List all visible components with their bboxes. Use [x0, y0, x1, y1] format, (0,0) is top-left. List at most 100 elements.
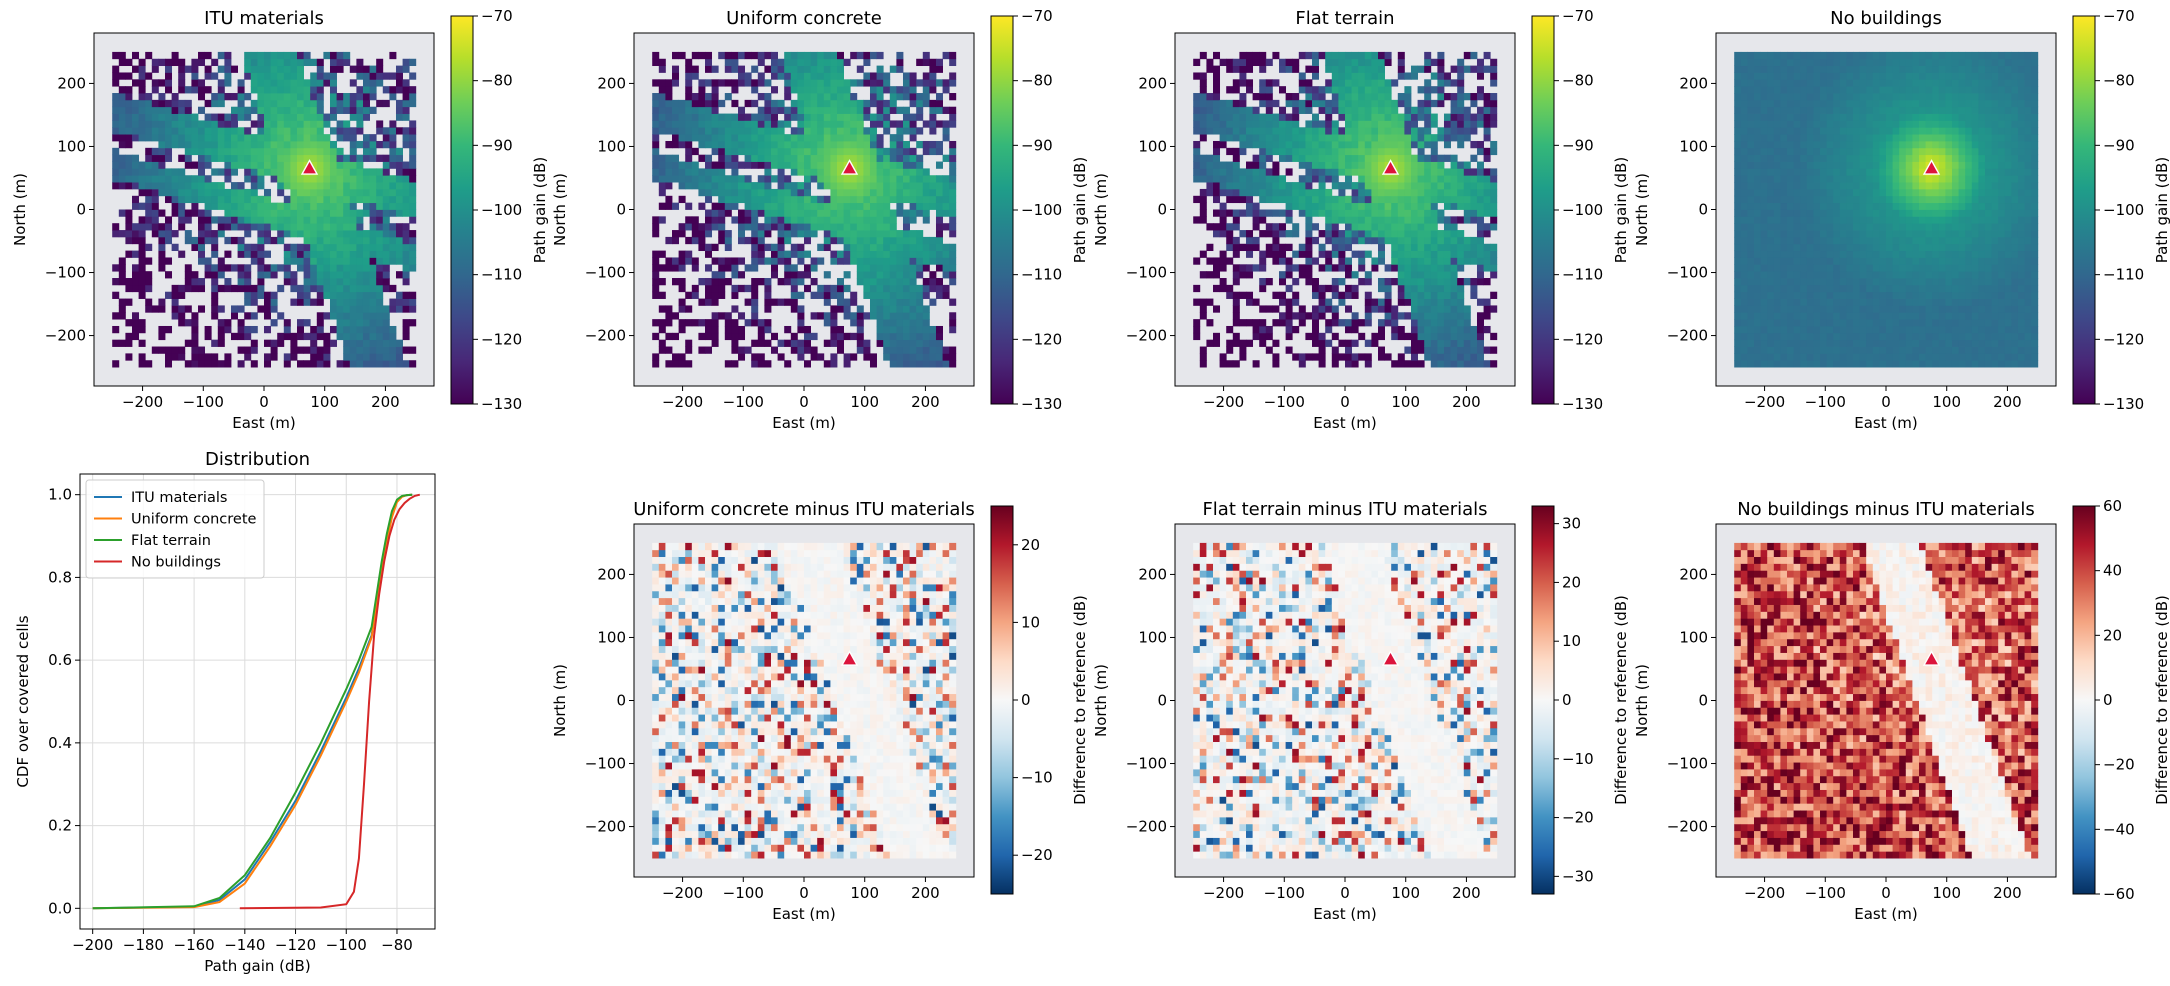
x-tick-label: −100	[1805, 884, 1846, 902]
x-axis-label: East (m)	[1313, 414, 1376, 432]
colorbar-tick-label: −110	[1021, 266, 1062, 284]
colorbar-tick-label: −80	[481, 72, 513, 90]
cdf-panel: −200−180−160−140−120−100−800.00.20.40.60…	[14, 449, 435, 975]
colorbar-tick-label: −120	[481, 330, 522, 348]
y-tick-label: −200	[1126, 327, 1167, 345]
colorbar-label: Path gain (dB)	[531, 157, 549, 263]
colorbar-tick-label: −20	[1562, 809, 1594, 827]
y-tick-label: 100	[1679, 628, 1708, 646]
y-tick-label: −200	[45, 327, 86, 345]
panel-title: No buildings	[1830, 8, 1942, 29]
x-tick-label: 200	[371, 393, 400, 411]
y-tick-label: 100	[1138, 628, 1167, 646]
x-tick-label: 100	[850, 393, 879, 411]
colorbar-tick-label: −100	[1562, 201, 1603, 219]
x-tick-label: −200	[662, 393, 703, 411]
colorbar-tick-label: −130	[1021, 395, 1062, 413]
y-axis-label: North (m)	[1092, 173, 1110, 246]
colorbar-tick-label: −80	[2103, 72, 2135, 90]
colorbar-tick-label: −120	[1021, 330, 1062, 348]
y-axis-label: North (m)	[551, 664, 569, 737]
colorbar-tick-label: 20	[2103, 626, 2122, 644]
colorbar-tick-label: 0	[1562, 691, 1572, 709]
colorbar-tick-label: 10	[1562, 632, 1581, 650]
x-tick-label: 100	[1391, 884, 1420, 902]
y-tick-label: 200	[1679, 74, 1708, 92]
x-tick-label: −100	[723, 884, 764, 902]
x-tick-label: −100	[723, 393, 764, 411]
x-axis-label: East (m)	[772, 905, 835, 923]
y-tick-label: 200	[1679, 565, 1708, 583]
y-tick-label: −100	[585, 264, 626, 282]
y-tick-label: 1.0	[48, 486, 72, 504]
heat-cells	[1193, 543, 1497, 859]
colorbar-tick-label: 60	[2103, 497, 2122, 515]
x-tick-label: 0	[1881, 884, 1891, 902]
colorbar-tick-label: −70	[2103, 7, 2135, 25]
y-tick-label: −200	[585, 818, 626, 836]
colorbar-tick-label: −70	[1021, 7, 1053, 25]
x-tick-label: 200	[1452, 884, 1481, 902]
x-tick-label: −200	[1203, 393, 1244, 411]
colorbar-tick-label: −80	[1021, 72, 1053, 90]
colorbar-gradient	[1532, 16, 1554, 404]
x-tick-label: 100	[1932, 393, 1961, 411]
colorbar-gradient	[451, 16, 473, 404]
colorbar-tick-label: −40	[2103, 820, 2135, 838]
x-tick-label: 200	[911, 393, 940, 411]
x-tick-label: −120	[275, 936, 316, 954]
x-tick-label: −140	[224, 936, 265, 954]
x-tick-label: −100	[1264, 884, 1305, 902]
y-tick-label: −100	[45, 264, 86, 282]
y-tick-label: 200	[597, 565, 626, 583]
colorbar-tick-label: −10	[1021, 769, 1053, 787]
y-tick-label: 100	[597, 137, 626, 155]
y-tick-label: 0.8	[48, 568, 72, 586]
x-tick-label: 0	[259, 393, 269, 411]
y-tick-label: 100	[597, 628, 626, 646]
x-tick-label: −80	[381, 936, 413, 954]
y-tick-label: 0.2	[48, 817, 72, 835]
x-tick-label: −200	[1203, 884, 1244, 902]
panel-title: No buildings minus ITU materials	[1737, 499, 2035, 520]
y-axis-label: North (m)	[1633, 173, 1651, 246]
x-axis-label: East (m)	[1854, 414, 1917, 432]
x-tick-label: 200	[911, 884, 940, 902]
x-axis-label: East (m)	[772, 414, 835, 432]
colorbar-tick-label: −70	[1562, 7, 1594, 25]
colorbar-tick-label: −10	[1562, 750, 1594, 768]
y-tick-label: 0.6	[48, 651, 72, 669]
colorbar-label: Path gain (dB)	[2153, 157, 2170, 263]
colorbar-label: Difference to reference (dB)	[1612, 595, 1630, 805]
y-tick-label: −200	[1667, 818, 1708, 836]
colorbar-tick-label: −130	[1562, 395, 1603, 413]
heat-cells	[1734, 52, 2038, 368]
colorbar-tick-label: 30	[1562, 515, 1581, 533]
x-tick-label: −200	[662, 884, 703, 902]
x-tick-label: 100	[1932, 884, 1961, 902]
colorbar-tick-label: −110	[1562, 266, 1603, 284]
colorbar-tick-label: −100	[2103, 201, 2144, 219]
x-axis-label: Path gain (dB)	[204, 957, 310, 975]
colorbar-tick-label: −110	[2103, 266, 2144, 284]
x-tick-label: 100	[310, 393, 339, 411]
colorbar-gradient	[1532, 506, 1554, 894]
x-tick-label: 0	[1340, 884, 1350, 902]
x-tick-label: 0	[1881, 393, 1891, 411]
colorbar-label: Path gain (dB)	[1071, 157, 1089, 263]
y-tick-label: 100	[1138, 137, 1167, 155]
colorbar-gradient	[991, 506, 1013, 894]
colorbar-tick-label: −90	[1021, 136, 1053, 154]
colorbar-label: Difference to reference (dB)	[2153, 595, 2170, 805]
